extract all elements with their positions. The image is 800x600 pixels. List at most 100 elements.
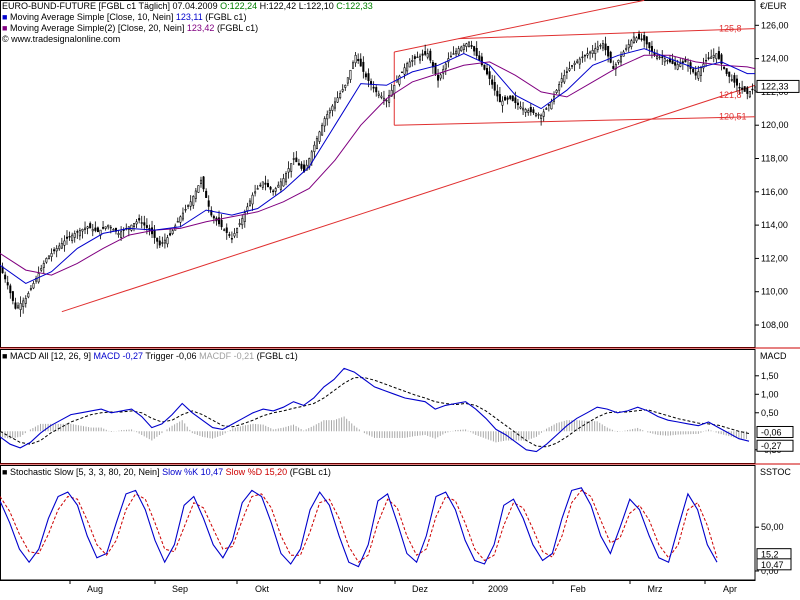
candle-up bbox=[63, 240, 66, 246]
candle-down bbox=[205, 190, 208, 198]
ma2-value: 123,42 bbox=[186, 23, 215, 33]
candle-up bbox=[380, 95, 383, 98]
candle-up bbox=[184, 208, 187, 211]
candle-down bbox=[607, 45, 610, 57]
candle-up bbox=[524, 109, 527, 113]
ma1-label: Moving Average Simple [Close, 10, Nein] bbox=[9, 12, 174, 22]
candle-down bbox=[483, 64, 486, 70]
candle-up bbox=[419, 55, 422, 61]
candle-up bbox=[586, 53, 589, 56]
candle-down bbox=[470, 45, 473, 47]
candle-up bbox=[467, 41, 470, 47]
candle-up bbox=[236, 228, 239, 234]
candle-down bbox=[650, 45, 653, 52]
candle-down bbox=[475, 47, 478, 56]
price-y-tick-label: 118,00 bbox=[761, 154, 788, 164]
candle-down bbox=[547, 104, 550, 106]
candle-down bbox=[210, 210, 213, 216]
candle-down bbox=[529, 107, 532, 113]
candle-up bbox=[166, 237, 169, 245]
candle-up bbox=[84, 227, 87, 230]
candle-down bbox=[486, 67, 489, 75]
candle-down bbox=[738, 87, 741, 89]
candle-up bbox=[426, 53, 429, 58]
stoch-last-value: 10,47 bbox=[761, 560, 784, 570]
candle-up bbox=[589, 51, 592, 54]
candle-up bbox=[545, 108, 548, 110]
stoch-swatch: ■ bbox=[2, 467, 8, 477]
candle-down bbox=[6, 282, 9, 286]
stoch-k-line bbox=[0, 487, 718, 568]
candle-up bbox=[635, 37, 638, 42]
candle-up bbox=[594, 48, 597, 54]
ma2-line bbox=[0, 54, 756, 276]
macd-last-value: -0,06 bbox=[761, 427, 782, 437]
macd-line bbox=[0, 367, 750, 453]
candle-down bbox=[692, 68, 695, 73]
candle-down bbox=[511, 95, 514, 101]
candle-up bbox=[346, 77, 349, 84]
candle-up bbox=[632, 36, 635, 44]
price-legend-line-2: ■ Moving Average Simple [Close, 10, Nein… bbox=[2, 12, 246, 23]
trend-line bbox=[394, 0, 645, 53]
candle-up bbox=[599, 44, 602, 47]
candle-up bbox=[274, 188, 277, 192]
stoch-legend: ■ Stochastic Slow [5, 3, 3, 80, 20, Nein… bbox=[2, 467, 331, 478]
candle-up bbox=[86, 226, 89, 229]
candle-up bbox=[251, 194, 254, 205]
candle-up bbox=[583, 54, 586, 57]
candle-up bbox=[333, 101, 336, 109]
candle-up bbox=[455, 50, 458, 55]
candle-down bbox=[717, 51, 720, 59]
candle-up bbox=[457, 48, 460, 55]
candle-down bbox=[488, 71, 491, 79]
candle-down bbox=[674, 62, 677, 66]
candle-down bbox=[143, 222, 146, 226]
candle-up bbox=[50, 253, 53, 257]
candle-up bbox=[596, 46, 599, 50]
candle-down bbox=[372, 86, 375, 89]
candle-up bbox=[171, 230, 174, 234]
candle-up bbox=[344, 84, 347, 88]
candle-up bbox=[199, 179, 202, 184]
candle-down bbox=[689, 62, 692, 69]
candle-up bbox=[259, 184, 262, 187]
candle-up bbox=[581, 56, 584, 59]
candle-down bbox=[94, 227, 97, 231]
candle-up bbox=[140, 222, 143, 224]
price-legend-line-1: EURO-BUND-FUTURE [FGBL c1 Täglich] 07.04… bbox=[2, 1, 373, 12]
candle-up bbox=[197, 185, 200, 193]
candle-down bbox=[220, 219, 223, 228]
x-axis-label: 2009 bbox=[488, 584, 508, 594]
stoch-y-tick-label: 50,00 bbox=[761, 522, 784, 532]
candle-down bbox=[156, 237, 159, 242]
candle-down bbox=[668, 58, 671, 63]
candle-up bbox=[238, 223, 241, 225]
candle-up bbox=[388, 94, 391, 103]
ma2-symbol: (FGBL c1) bbox=[216, 23, 259, 33]
candle-down bbox=[357, 59, 360, 61]
high-value: H:122,42 bbox=[259, 1, 297, 11]
candle-up bbox=[135, 221, 138, 225]
stoch-symbol: (FGBL c1) bbox=[289, 467, 331, 477]
x-axis-label: Nov bbox=[337, 584, 354, 594]
candle-up bbox=[534, 113, 537, 117]
candle-down bbox=[681, 61, 684, 64]
candle-up bbox=[109, 226, 112, 229]
instrument-label: EURO-BUND-FUTURE [FGBL c1 Täglich] 07.04… bbox=[2, 1, 218, 11]
candle-down bbox=[491, 79, 494, 85]
candle-down bbox=[14, 302, 17, 309]
candle-up bbox=[571, 64, 574, 67]
candle-up bbox=[555, 89, 558, 93]
candle-down bbox=[604, 43, 607, 51]
candle-up bbox=[331, 105, 334, 111]
x-axis-label: Dez bbox=[412, 584, 429, 594]
candle-up bbox=[568, 68, 571, 71]
candle-down bbox=[4, 274, 7, 280]
candle-up bbox=[27, 293, 30, 298]
candle-up bbox=[305, 164, 308, 171]
candle-up bbox=[161, 242, 164, 244]
candle-up bbox=[537, 114, 540, 116]
candle-down bbox=[424, 51, 427, 55]
candle-up bbox=[558, 84, 561, 91]
